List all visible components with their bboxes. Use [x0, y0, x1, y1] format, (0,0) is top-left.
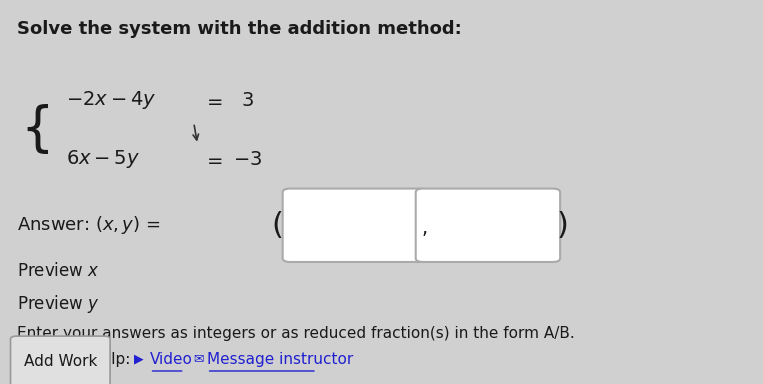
- Text: $3$: $3$: [241, 91, 254, 110]
- Text: $=$: $=$: [203, 91, 223, 110]
- Text: ): ): [556, 211, 568, 240]
- Text: Preview $x$: Preview $x$: [17, 262, 99, 280]
- Text: ✉: ✉: [194, 353, 204, 366]
- Text: Answer: $(x, y)$ =: Answer: $(x, y)$ =: [17, 214, 160, 236]
- Text: Preview $y$: Preview $y$: [17, 293, 99, 315]
- Text: Add Work: Add Work: [24, 354, 97, 369]
- Text: Message instructor: Message instructor: [207, 352, 353, 367]
- Text: {: {: [21, 104, 54, 156]
- Text: (: (: [272, 211, 283, 240]
- Text: Solve the system with the addition method:: Solve the system with the addition metho…: [17, 20, 462, 38]
- Text: Enter your answers as integers or as reduced fraction(s) in the form A/B.: Enter your answers as integers or as red…: [17, 326, 575, 341]
- FancyBboxPatch shape: [282, 189, 427, 262]
- Text: $6x - 5y$: $6x - 5y$: [66, 148, 140, 170]
- Text: ,: ,: [421, 219, 427, 238]
- FancyBboxPatch shape: [416, 189, 560, 262]
- Text: Video: Video: [150, 352, 192, 367]
- Text: ▶: ▶: [134, 353, 144, 366]
- Text: Question Help:: Question Help:: [17, 352, 140, 367]
- Text: $-3$: $-3$: [233, 150, 262, 169]
- Text: $-2x - 4y$: $-2x - 4y$: [66, 89, 156, 111]
- FancyBboxPatch shape: [11, 336, 110, 384]
- Text: $=$: $=$: [203, 150, 223, 169]
